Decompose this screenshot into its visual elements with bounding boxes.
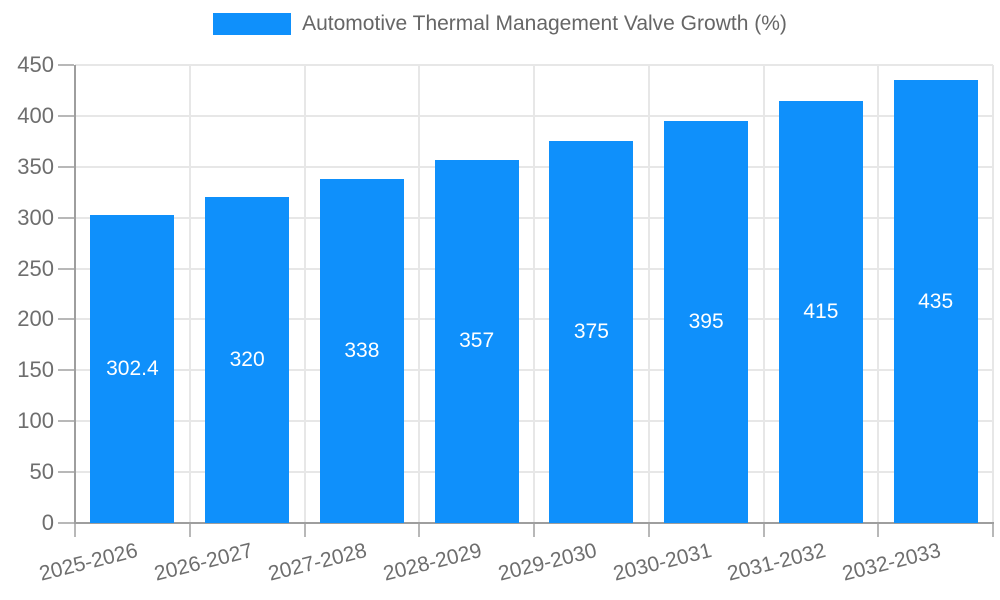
y-axis-tick: [58, 471, 74, 474]
bar-value-label: 357: [459, 329, 495, 353]
x-axis-label: 2030-2031: [610, 539, 714, 586]
x-axis-tick: [877, 524, 880, 537]
x-axis-label: 2027-2028: [266, 539, 370, 586]
x-gridline: [188, 65, 191, 522]
bar-value-label: 395: [688, 309, 724, 333]
bar: [664, 120, 749, 523]
bar-value-label: 320: [229, 348, 265, 372]
legend-item[interactable]: Automotive Thermal Management Valve Grow…: [213, 13, 787, 35]
bar: [90, 215, 175, 523]
x-axis-label: 2026-2027: [151, 539, 255, 586]
bar: [893, 80, 978, 523]
x-axis-label: 2025-2026: [36, 539, 140, 586]
x-axis-tick: [647, 524, 650, 537]
y-axis-tick-label: 50: [29, 459, 54, 485]
x-gridline: [418, 65, 421, 522]
bar: [778, 100, 863, 523]
legend-swatch-icon: [213, 13, 292, 35]
y-axis-tick: [58, 216, 74, 219]
y-axis-tick: [58, 267, 74, 270]
y-axis-tick-label: 350: [17, 153, 54, 179]
bar-value-label: 302.4: [106, 357, 159, 381]
x-axis-tick: [418, 524, 421, 537]
y-axis-tick: [58, 318, 74, 321]
x-axis-tick: [992, 524, 994, 537]
x-gridline: [762, 65, 765, 522]
y-axis-tick: [58, 64, 74, 66]
y-axis-tick: [58, 114, 74, 117]
x-gridline: [647, 65, 650, 522]
bar-value-label: 435: [918, 289, 954, 313]
bar: [319, 178, 404, 523]
x-axis-label: 2031-2032: [725, 539, 829, 586]
y-axis-tick-label: 100: [17, 408, 54, 434]
x-axis-label: 2029-2030: [495, 539, 599, 586]
x-gridline: [877, 65, 880, 522]
x-axis-tick: [533, 524, 535, 537]
x-axis-tick: [188, 524, 191, 537]
x-axis-line: [74, 522, 994, 524]
bar-value-label: 338: [344, 338, 380, 362]
x-axis-label: 2028-2029: [381, 539, 485, 586]
y-axis-line: [74, 65, 76, 524]
legend-label: Automotive Thermal Management Valve Grow…: [302, 12, 787, 35]
x-axis-tick: [303, 524, 306, 537]
x-axis-tick: [762, 524, 765, 537]
bar-value-label: 415: [803, 299, 839, 323]
x-gridline: [533, 65, 535, 522]
x-gridline: [303, 65, 306, 522]
x-axis-label: 2032-2033: [840, 539, 944, 586]
bar: [205, 197, 290, 523]
y-axis-tick-label: 450: [17, 52, 54, 77]
y-axis-tick: [58, 165, 74, 168]
y-axis-tick-label: 0: [41, 510, 54, 535]
x-gridline: [992, 65, 994, 522]
y-axis-tick-label: 300: [17, 204, 54, 230]
y-axis-tick-label: 200: [17, 306, 54, 332]
bar: [549, 141, 634, 523]
bar-value-label: 375: [573, 320, 609, 344]
y-axis-tick-label: 250: [17, 255, 54, 281]
y-axis-tick: [58, 420, 74, 423]
bar: [434, 159, 519, 523]
y-axis-tick-label: 400: [17, 102, 54, 128]
y-axis-tick: [58, 522, 74, 524]
x-axis-tick: [74, 524, 76, 537]
y-axis-tick: [58, 369, 74, 372]
legend: Automotive Thermal Management Valve Grow…: [0, 0, 1000, 48]
y-axis-tick-label: 150: [17, 357, 54, 383]
